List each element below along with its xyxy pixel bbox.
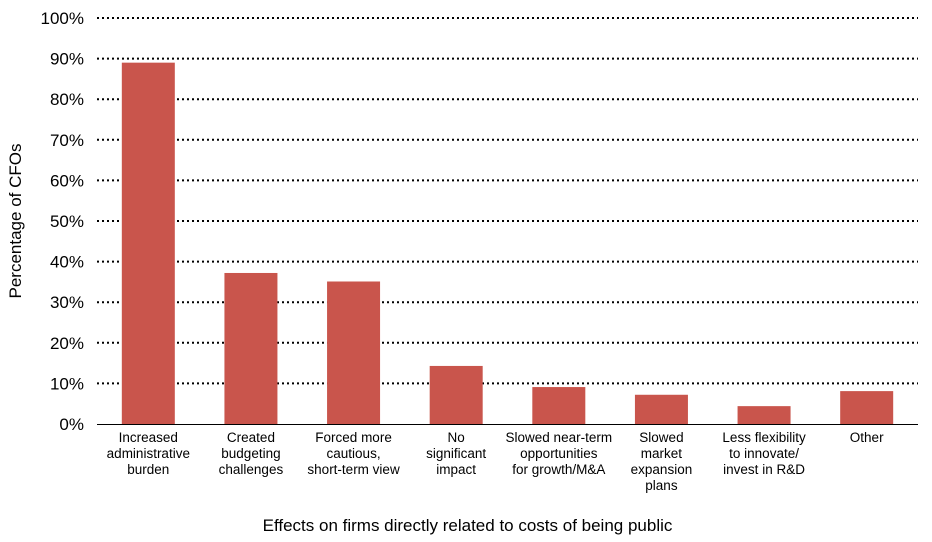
- y-tick-label: 70%: [50, 131, 84, 150]
- y-tick-label: 0%: [59, 415, 84, 434]
- y-tick-label: 60%: [50, 171, 84, 190]
- y-tick-label: 30%: [50, 293, 84, 312]
- x-tick-label: Slowed market expansion plans: [631, 430, 693, 493]
- x-tick-label-line: expansion: [631, 462, 693, 477]
- x-tick-label-line: to innovate/: [729, 446, 799, 461]
- bar: [532, 387, 586, 424]
- x-axis-tick-labels: Increased administrative burden Created budg…: [107, 430, 884, 493]
- x-tick-label-line: for growth/M&A: [512, 462, 605, 477]
- y-axis-tick-labels: 0% 10% 20% 30% 40% 50% 60% 70% 80% 90% 100%: [41, 9, 84, 434]
- x-tick-label-line: administrative: [107, 446, 190, 461]
- bar: [737, 406, 791, 424]
- bar: [121, 62, 175, 424]
- x-tick-label-line: Forced more: [315, 430, 392, 445]
- x-tick-label: Created budgeting challenges: [219, 430, 284, 477]
- x-tick-label-line: plans: [645, 478, 678, 493]
- y-axis-title: Percentage of CFOs: [6, 144, 25, 299]
- bars: [121, 62, 894, 424]
- bar: [840, 391, 894, 424]
- x-tick-label-line: Increased: [119, 430, 178, 445]
- x-axis-title: Effects on firms directly related to cos…: [263, 516, 673, 535]
- x-tick-label-line: Other: [850, 430, 884, 445]
- x-tick-label-line: impact: [436, 462, 476, 477]
- x-tick-label-line: market: [641, 446, 683, 461]
- x-tick-label-line: invest in R&D: [723, 462, 805, 477]
- y-tick-label: 50%: [50, 212, 84, 231]
- y-tick-label: 90%: [50, 50, 84, 69]
- x-tick-label-line: Slowed near-term: [506, 430, 613, 445]
- x-tick-label: Slowed near-term opportunities for growth/…: [506, 430, 613, 477]
- y-tick-label: 20%: [50, 334, 84, 353]
- x-tick-label-line: No: [448, 430, 465, 445]
- bar: [224, 272, 278, 424]
- x-tick-label-line: challenges: [219, 462, 284, 477]
- x-tick-label: Forced more cautious, short-term view: [307, 430, 400, 477]
- x-tick-label-line: opportunities: [520, 446, 598, 461]
- x-tick-label-line: budgeting: [221, 446, 280, 461]
- y-tick-label: 40%: [50, 253, 84, 272]
- x-tick-label-line: burden: [127, 462, 169, 477]
- x-tick-label: Increased administrative burden: [107, 430, 190, 477]
- bar: [634, 394, 688, 424]
- x-tick-label-line: significant: [426, 446, 486, 461]
- x-tick-label-line: Created: [227, 430, 275, 445]
- x-tick-label-line: short-term view: [307, 462, 400, 477]
- x-tick-label: Less flexibility to innovate/invest in R&…: [722, 430, 806, 477]
- y-tick-label: 10%: [50, 374, 84, 393]
- x-tick-label: Other: [850, 430, 884, 445]
- x-tick-label-line: Less flexibility: [722, 430, 806, 445]
- bar: [429, 365, 483, 424]
- bar: [327, 281, 381, 424]
- y-tick-label: 80%: [50, 90, 84, 109]
- gridlines: [97, 17, 918, 385]
- x-tick-label-line: Slowed: [639, 430, 683, 445]
- x-tick-label: No significant impact: [426, 430, 486, 477]
- x-tick-label-line: cautious,: [327, 446, 381, 461]
- y-tick-label: 100%: [41, 9, 84, 28]
